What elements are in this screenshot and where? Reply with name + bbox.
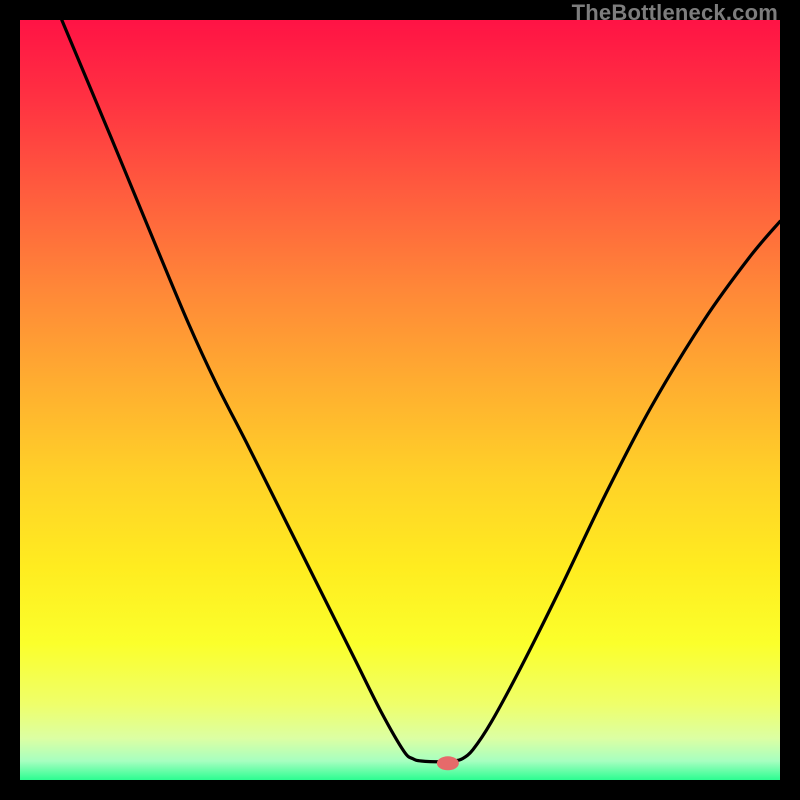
- bottleneck-curve: [20, 20, 780, 780]
- watermark-text: TheBottleneck.com: [572, 0, 778, 26]
- plot-area: [20, 20, 780, 780]
- optimal-point-marker: [437, 756, 459, 770]
- chart-frame: TheBottleneck.com: [0, 0, 800, 800]
